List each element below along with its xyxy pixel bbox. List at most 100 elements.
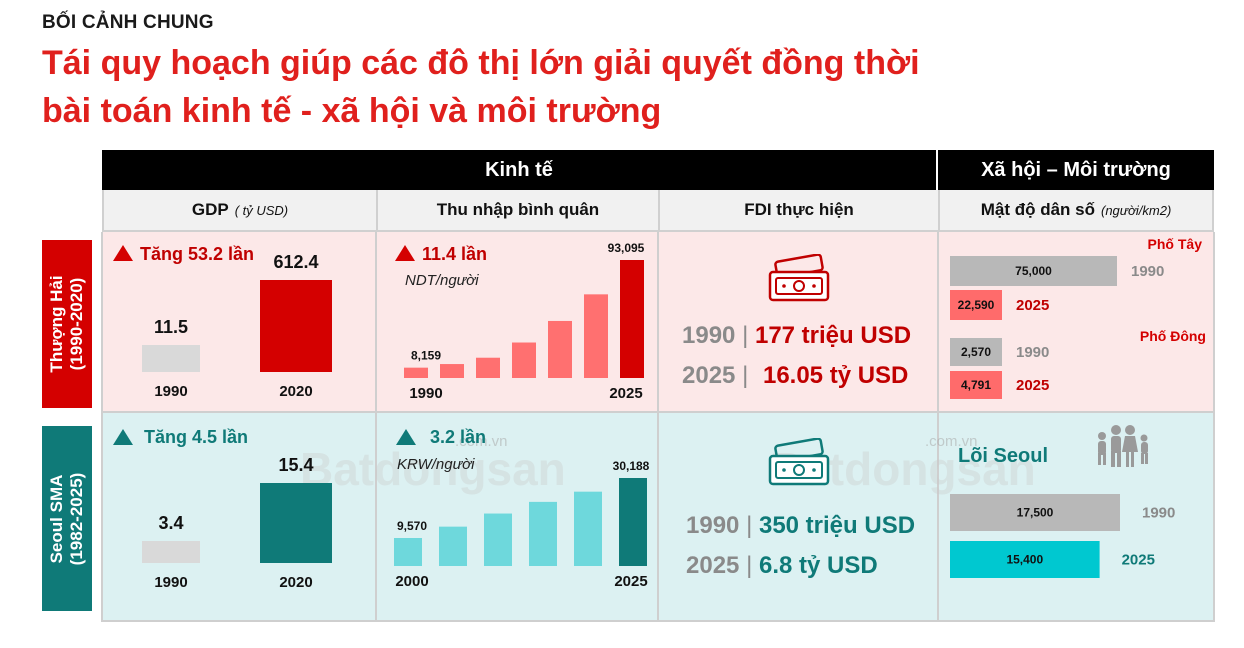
density-year-label: 2025	[1122, 552, 1155, 569]
income-last-label: 93,095	[608, 241, 645, 255]
col-divider	[375, 232, 377, 622]
col-divider	[657, 232, 659, 622]
density-bar-value: 2,570	[961, 345, 991, 359]
row-label-seoul: Seoul SMA (1982-2025)	[42, 426, 92, 611]
money-icon	[766, 253, 832, 304]
density-bar	[950, 541, 1100, 578]
fdi-value: 177 triệu USD	[754, 322, 912, 349]
headline-line-2: bài toán kinh tế - xã hội và môi trường	[42, 92, 662, 130]
unit-label-shanghai-income: NDT/người	[405, 272, 479, 289]
density-bar	[950, 256, 1117, 286]
income-first-label: 8,159	[411, 349, 441, 363]
up-triangle-icon	[113, 429, 133, 445]
up-triangle-icon	[396, 429, 416, 445]
col-header-density-unit: (người/km2)	[1101, 202, 1172, 218]
density-year-label: 2025	[1016, 377, 1049, 394]
col-divider	[1213, 232, 1215, 622]
group-header-society: Xã hội – Môi trường	[938, 150, 1214, 190]
col-header-gdp-label: GDP	[191, 200, 229, 219]
family-icon	[1090, 424, 1156, 468]
chart-shanghai-density: Phố Tây 75,000 1990 22,590 2025 Phố Đông 2,570…	[940, 232, 1212, 410]
density-group-name: Phố Đông	[1140, 328, 1206, 344]
density-bar-value: 4,791	[961, 378, 991, 392]
chart-shanghai-gdp: 11.5 1990 612.4 2020	[128, 236, 368, 406]
fdi-value: 16.05 tỷ USD	[762, 362, 909, 389]
density-bar-value: 17,500	[1017, 506, 1054, 520]
fdi-row-shanghai-2025: 2025 | 16.05 tỷ USD	[682, 362, 908, 390]
income-bar	[620, 260, 644, 378]
density-year-label: 1990	[1142, 505, 1175, 522]
gdp-bar	[142, 541, 200, 563]
income-x-start: 1990	[409, 385, 442, 402]
gdp-bar	[260, 280, 332, 372]
density-group-name: Phố Tây	[1148, 236, 1203, 252]
chart-seoul-density: Lõi Seoul 17,500 1990 15,400 2025	[940, 412, 1212, 620]
income-chart-svg: 9,570 30,188 2000 2025	[394, 459, 650, 590]
money-icon	[766, 437, 832, 488]
density-year-label: 1990	[1131, 263, 1164, 280]
growth-label-seoul-income: 3.2 lần	[430, 427, 487, 447]
row-label-seoul-period: (1982-2025)	[67, 472, 86, 565]
up-triangle-icon	[395, 245, 415, 261]
col-header-gdp: GDP ( tỷ USD)	[102, 190, 376, 232]
income-bar	[619, 478, 647, 566]
fdi-row-shanghai-1990: 1990 | 177 triệu USD	[682, 322, 911, 350]
density-bar-value: 15,400	[1006, 553, 1043, 567]
chart-seoul-income: 9,570 30,188 2000 2025	[388, 440, 654, 610]
fdi-separator: |	[742, 362, 749, 389]
income-chart-svg: 8,159 93,095 1990 2025	[404, 241, 645, 402]
gdp-year-label: 1990	[154, 574, 187, 591]
income-bar	[512, 342, 536, 378]
income-x-end: 2025	[614, 573, 647, 590]
unit-label-seoul-income: KRW/người	[397, 456, 475, 473]
up-triangle-icon	[113, 245, 133, 261]
income-bar	[476, 357, 500, 378]
density-chart-svg: Lõi Seoul 17,500 1990 15,400 2025	[950, 445, 1175, 578]
gdp-bar	[142, 345, 200, 372]
row-label-shanghai-period: (1990-2020)	[67, 277, 86, 371]
col-header-density: Mật độ dân số (người/km2)	[938, 190, 1214, 232]
gdp-bar	[260, 483, 332, 563]
fdi-value: 6.8 tỷ USD	[758, 552, 878, 579]
gdp-value-label: 612.4	[273, 252, 318, 272]
income-bar	[394, 538, 422, 566]
density-year-label: 1990	[1016, 344, 1049, 361]
income-bar	[484, 513, 512, 566]
income-bar	[548, 320, 572, 378]
density-bar-value: 75,000	[1015, 264, 1052, 278]
section-kicker: BỐI CẢNH CHUNG	[42, 12, 214, 33]
fdi-value: 350 triệu USD	[758, 512, 916, 539]
fdi-year: 1990	[682, 322, 736, 349]
col-header-gdp-unit: ( tỷ USD)	[234, 202, 289, 218]
headline-line-1: Tái quy hoạch giúp các đô thị lớn giải q…	[42, 44, 920, 82]
income-bar	[439, 526, 467, 566]
gdp-value-label: 11.5	[154, 317, 188, 337]
density-bar	[950, 338, 1002, 366]
growth-label-seoul-gdp: Tăng 4.5 lần	[144, 427, 249, 447]
watermark-domain: .com.vn	[925, 433, 978, 450]
density-bar	[950, 290, 1002, 320]
gdp-chart-svg: 11.5 1990 612.4 2020	[142, 252, 332, 400]
fdi-year: 1990	[686, 512, 740, 539]
gdp-chart-svg: 3.4 1990 15.4 2020	[142, 455, 332, 591]
growth-label-shanghai-gdp: Tăng 53.2 lần	[140, 244, 255, 264]
income-first-label: 9,570	[397, 519, 427, 533]
chart-seoul-gdp: 3.4 1990 15.4 2020	[128, 440, 368, 610]
gdp-value-label: 3.4	[158, 513, 183, 533]
density-chart-svg: Phố Tây 75,000 1990 22,590 2025 Phố Đông 2,570…	[950, 236, 1206, 399]
income-bar	[440, 364, 464, 378]
gdp-year-label: 2020	[279, 574, 312, 591]
group-header-economy: Kinh tế	[102, 150, 936, 190]
watermark-domain: .com.vn	[455, 433, 508, 450]
income-bar	[404, 367, 428, 378]
row-label-seoul-name: Seoul SMA	[47, 474, 66, 563]
density-year-label: 2025	[1016, 297, 1049, 314]
gdp-value-label: 15.4	[278, 455, 313, 475]
growth-label-shanghai-income: 11.4 lần	[422, 244, 488, 264]
col-header-income-label: Thu nhập bình quân	[436, 200, 600, 219]
fdi-separator: |	[746, 512, 753, 539]
gdp-year-label: 1990	[154, 383, 187, 400]
fdi-year: 2025	[682, 362, 736, 389]
density-group-name: Lõi Seoul	[958, 445, 1048, 467]
density-bar	[950, 371, 1002, 399]
